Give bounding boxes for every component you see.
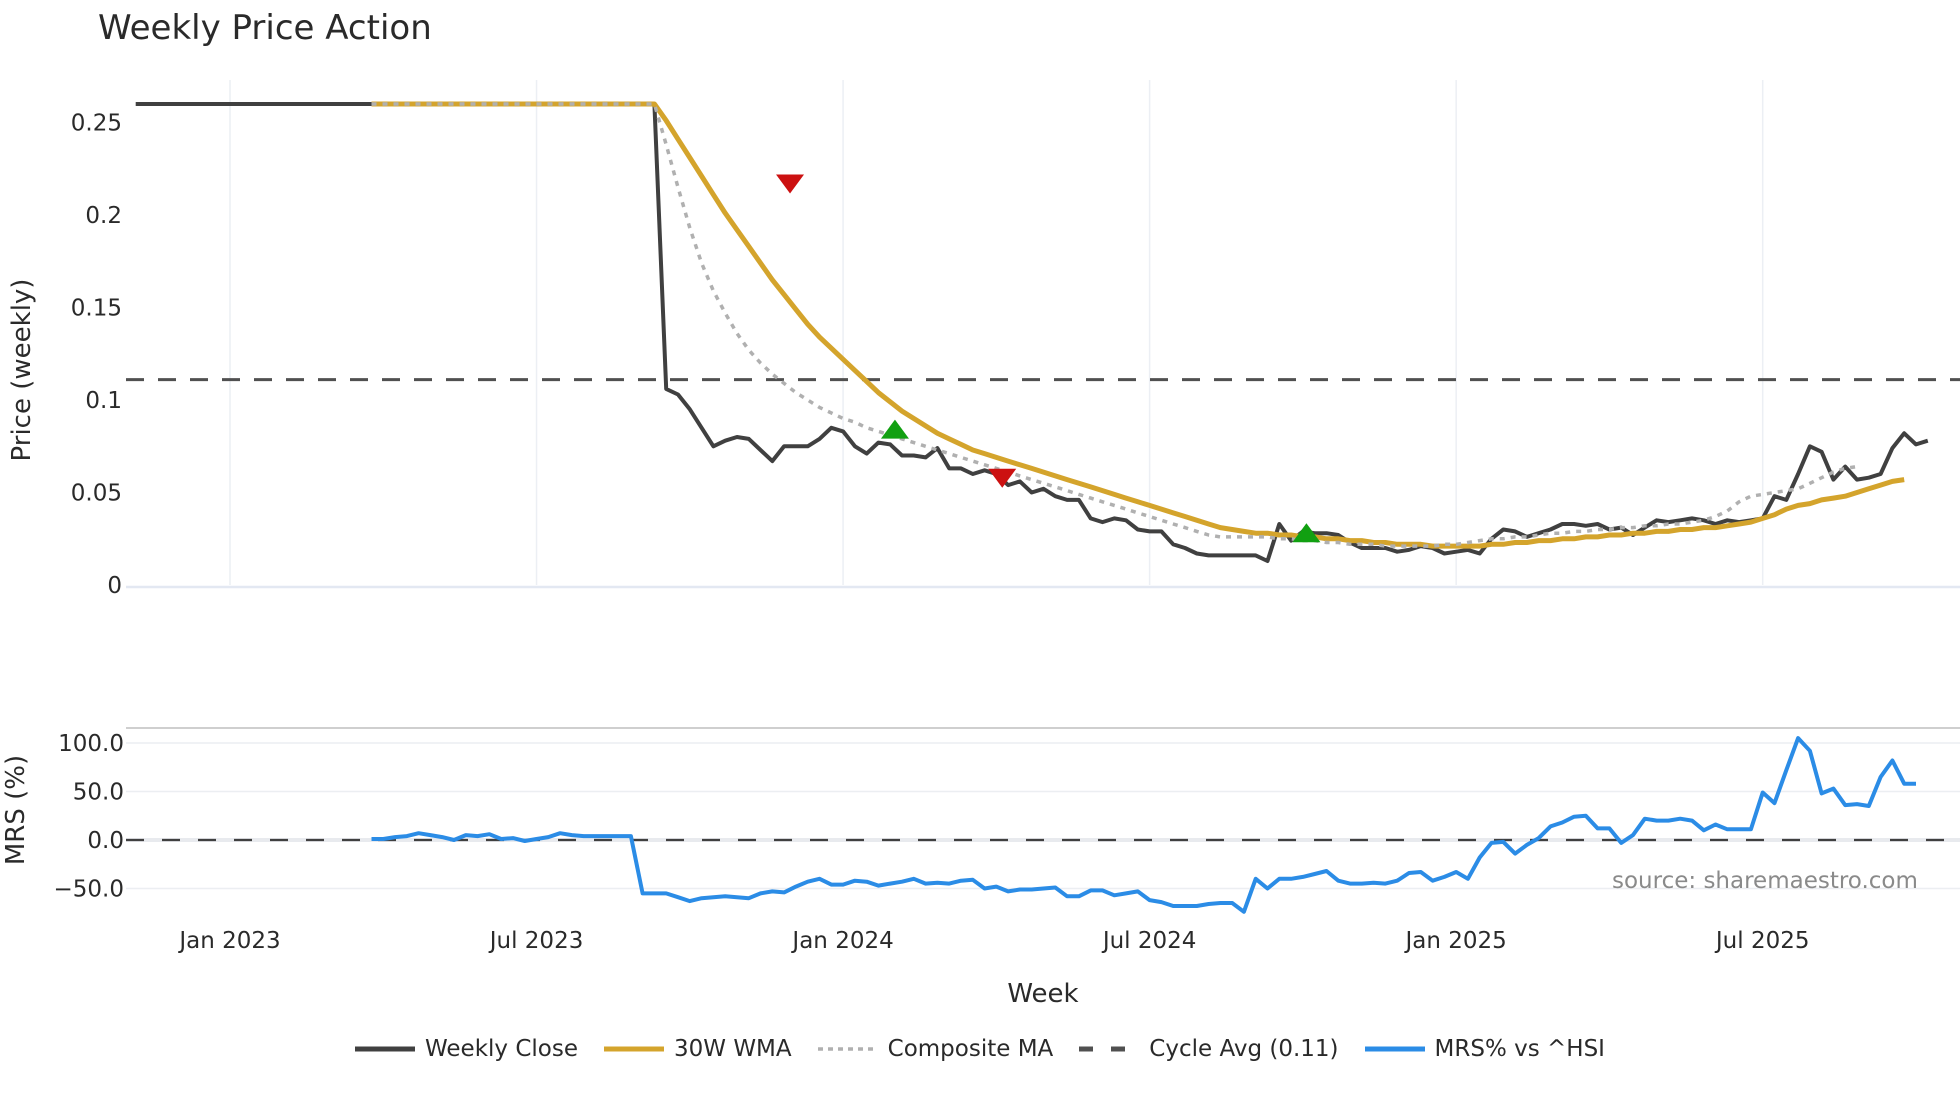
source-note: source: sharemaestro.com [1612,868,1918,894]
legend-item[interactable]: Weekly Close [355,1036,578,1062]
mrs-y-axis-ticks: 100.0 50.0 0.0 −50.0 [54,731,124,903]
x-tick: Jul 2025 [1714,928,1810,954]
price-gridlines [126,80,1960,589]
legend-item[interactable]: Cycle Avg (0.11) [1079,1036,1339,1062]
legend-label: MRS% vs ^HSI [1434,1036,1605,1062]
x-axis-title: Week [1007,979,1078,1009]
x-tick: Jul 2023 [488,928,584,954]
mrs-y-tick: −50.0 [54,877,124,903]
buy-signal-marker[interactable] [1292,523,1321,543]
price-y-tick: 0.05 [71,481,122,507]
mrs-line [371,736,1916,914]
mrs-series-lines [126,736,1960,914]
price-y-axis-ticks: 0 0.05 0.1 0.15 0.2 0.25 [71,111,122,600]
legend-label: Composite MA [887,1036,1054,1062]
mrs-y-tick: 100.0 [58,731,124,757]
signal-markers [776,174,1321,543]
legend-label: 30W WMA [674,1036,792,1062]
x-tick: Jul 2024 [1101,928,1197,954]
mrs-y-tick: 50.0 [73,780,124,806]
price-y-tick: 0 [107,573,122,599]
sell-signal-marker[interactable] [988,468,1017,488]
weekly-close-line [135,102,1929,563]
price-y-axis-title: Price (weekly) [7,279,37,462]
legend-swatch-icon [1079,1046,1140,1052]
price-y-tick: 0.1 [85,388,122,414]
legend-swatch-icon [355,1046,416,1052]
mrs-y-axis-title: MRS (%) [1,755,31,865]
legend-label: Weekly Close [425,1036,578,1062]
x-tick: Jan 2024 [790,928,893,954]
composite-ma-line [371,102,1858,548]
mrs-y-tick: 0.0 [87,828,124,854]
sell-signal-marker[interactable] [776,174,805,194]
x-axis-ticks: Jan 2023 Jul 2023 Jan 2024 Jul 2024 Jan 2025… [177,928,1809,954]
legend-item[interactable]: MRS% vs ^HSI [1364,1036,1605,1062]
price-y-tick: 0.25 [71,111,122,137]
price-series-lines [126,101,1960,563]
buy-signal-marker[interactable] [880,419,909,439]
legend-swatch-icon [817,1047,878,1051]
wma-30w-line [371,101,1905,549]
mrs-gridlines [126,727,1960,890]
legend: Weekly Close 30W WMA Composite MA Cycle Avg… [0,1036,1960,1062]
chart-title: Weekly Price Action [98,8,432,48]
x-tick: Jan 2023 [177,928,280,954]
price-y-tick: 0.15 [71,296,122,322]
legend-item[interactable]: Composite MA [817,1036,1054,1062]
legend-swatch-icon [1364,1046,1425,1052]
x-tick: Jan 2025 [1404,928,1507,954]
price-y-tick: 0.2 [85,203,122,229]
legend-label: Cycle Avg (0.11) [1149,1036,1339,1062]
legend-item[interactable]: 30W WMA [604,1036,792,1062]
legend-swatch-icon [604,1046,664,1052]
